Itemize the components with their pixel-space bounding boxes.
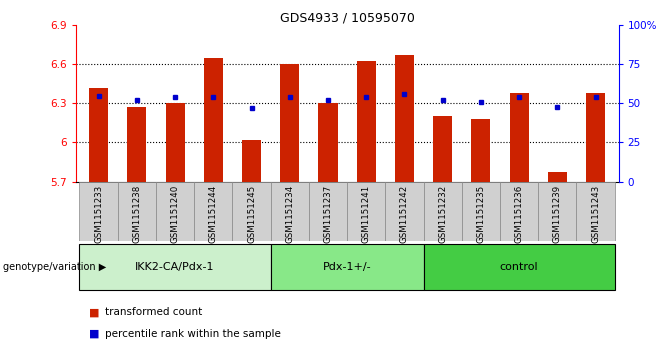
- Text: GSM1151236: GSM1151236: [515, 184, 524, 243]
- Text: ■: ■: [89, 329, 99, 339]
- Text: GSM1151232: GSM1151232: [438, 184, 447, 243]
- FancyBboxPatch shape: [80, 244, 270, 290]
- FancyBboxPatch shape: [270, 182, 309, 241]
- FancyBboxPatch shape: [347, 182, 386, 241]
- Text: IKK2-CA/Pdx-1: IKK2-CA/Pdx-1: [136, 262, 215, 272]
- Bar: [166, 103, 185, 182]
- Text: GSM1151240: GSM1151240: [170, 184, 180, 243]
- Bar: [280, 65, 299, 182]
- Text: percentile rank within the sample: percentile rank within the sample: [105, 329, 281, 339]
- Bar: [357, 61, 376, 182]
- Text: GSM1151233: GSM1151233: [94, 184, 103, 243]
- FancyBboxPatch shape: [424, 182, 462, 241]
- Text: GSM1151235: GSM1151235: [476, 184, 486, 243]
- Bar: [242, 140, 261, 182]
- Text: GSM1151234: GSM1151234: [286, 184, 294, 243]
- Text: GSM1151245: GSM1151245: [247, 184, 256, 243]
- Text: GSM1151244: GSM1151244: [209, 184, 218, 243]
- Text: GSM1151238: GSM1151238: [132, 184, 141, 243]
- FancyBboxPatch shape: [270, 244, 424, 290]
- FancyBboxPatch shape: [386, 182, 424, 241]
- Bar: [127, 107, 146, 182]
- Title: GDS4933 / 10595070: GDS4933 / 10595070: [280, 11, 415, 24]
- FancyBboxPatch shape: [194, 182, 232, 241]
- Text: GSM1151237: GSM1151237: [324, 184, 332, 243]
- FancyBboxPatch shape: [80, 182, 118, 241]
- Text: genotype/variation ▶: genotype/variation ▶: [3, 262, 107, 272]
- Text: Pdx-1+/-: Pdx-1+/-: [323, 262, 371, 272]
- FancyBboxPatch shape: [309, 182, 347, 241]
- Text: GSM1151243: GSM1151243: [591, 184, 600, 243]
- FancyBboxPatch shape: [500, 182, 538, 241]
- FancyBboxPatch shape: [156, 182, 194, 241]
- FancyBboxPatch shape: [576, 182, 615, 241]
- Bar: [89, 88, 108, 182]
- Bar: [433, 117, 452, 182]
- Text: transformed count: transformed count: [105, 307, 203, 317]
- Bar: [509, 93, 528, 182]
- FancyBboxPatch shape: [462, 182, 500, 241]
- Text: GSM1151241: GSM1151241: [362, 184, 370, 243]
- Bar: [395, 55, 414, 182]
- Bar: [204, 58, 223, 182]
- Text: control: control: [500, 262, 538, 272]
- Bar: [471, 119, 490, 182]
- FancyBboxPatch shape: [118, 182, 156, 241]
- FancyBboxPatch shape: [538, 182, 576, 241]
- Bar: [548, 172, 567, 182]
- Text: GSM1151239: GSM1151239: [553, 184, 562, 242]
- FancyBboxPatch shape: [424, 244, 615, 290]
- Text: GSM1151242: GSM1151242: [400, 184, 409, 243]
- Text: ■: ■: [89, 307, 99, 317]
- Bar: [318, 103, 338, 182]
- Bar: [586, 93, 605, 182]
- FancyBboxPatch shape: [232, 182, 270, 241]
